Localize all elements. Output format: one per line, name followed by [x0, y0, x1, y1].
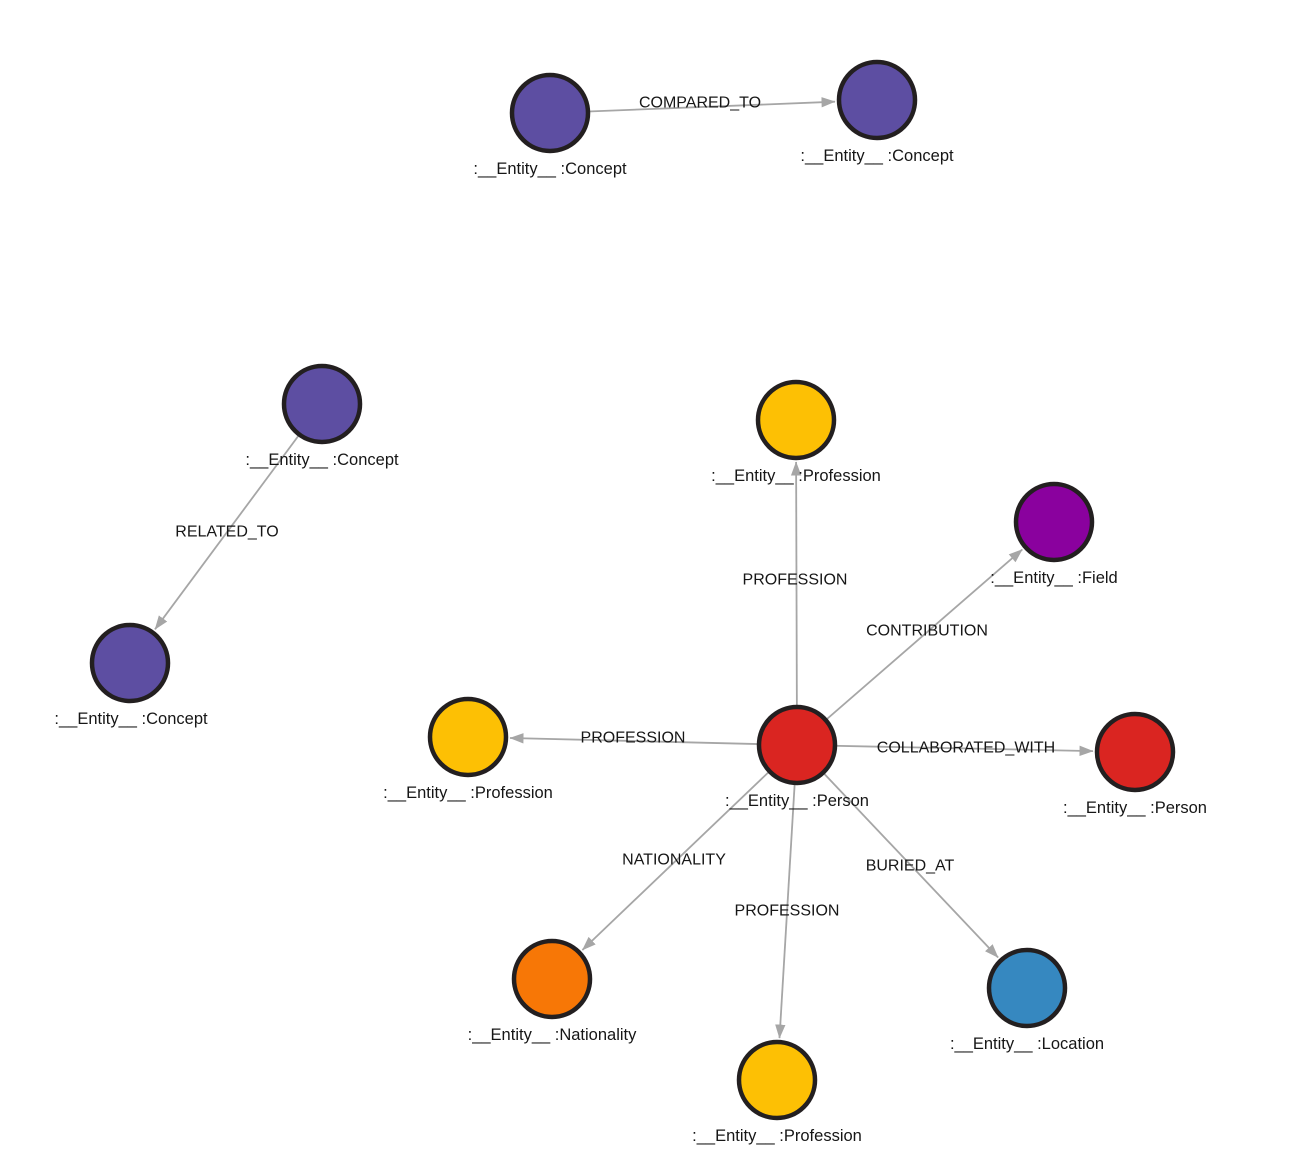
node-circle[interactable]: [1094, 711, 1176, 793]
relationship-type-label[interactable]: NATIONALITY: [622, 852, 726, 869]
node-concept-4[interactable]: :__Entity__ :Concept: [54, 622, 208, 728]
node-caption: :__Entity__ :Profession: [711, 467, 881, 485]
node-circle[interactable]: [1013, 481, 1095, 563]
node-person-main[interactable]: :__Entity__ :Person: [725, 704, 869, 810]
relationship-buried-at[interactable]: BURIED_AT: [796, 744, 999, 959]
node-circle[interactable]: [427, 696, 509, 778]
node-circle[interactable]: [836, 59, 918, 141]
node-caption: :__Entity__ :Person: [725, 792, 869, 810]
relationship-type-label[interactable]: COMPARED_TO: [639, 95, 761, 112]
relationship-contribution[interactable]: CONTRIBUTION: [796, 548, 1023, 746]
relationship-line[interactable]: [509, 733, 798, 746]
relationships-layer: COMPARED_TO RELATED_TO PROFESSION CONTRI…: [154, 95, 1094, 1039]
relationship-type-label[interactable]: PROFESSION: [735, 903, 840, 920]
relationship-line[interactable]: [549, 97, 836, 114]
node-location[interactable]: :__Entity__ :Location: [950, 947, 1104, 1053]
node-field[interactable]: :__Entity__ :Field: [990, 481, 1118, 587]
relationship-profession-top[interactable]: PROFESSION: [743, 461, 848, 746]
node-caption: :__Entity__ :Location: [950, 1035, 1104, 1053]
node-circle[interactable]: [511, 938, 593, 1020]
node-concept-3[interactable]: :__Entity__ :Concept: [245, 363, 399, 469]
relationship-nationality[interactable]: NATIONALITY: [581, 744, 798, 951]
node-caption: :__Entity__ :Person: [1063, 799, 1207, 817]
node-caption: :__Entity__ :Nationality: [468, 1026, 638, 1044]
relationship-collaborated-with[interactable]: COLLABORATED_WITH: [796, 740, 1094, 757]
relationship-profession-left[interactable]: PROFESSION: [509, 730, 798, 747]
relationship-line[interactable]: [796, 548, 1023, 746]
node-nationality[interactable]: :__Entity__ :Nationality: [468, 938, 638, 1044]
node-circle[interactable]: [986, 947, 1068, 1029]
node-caption: :__Entity__ :Profession: [383, 784, 553, 802]
node-circle[interactable]: [755, 379, 837, 461]
relationship-line[interactable]: [775, 744, 798, 1039]
node-circle[interactable]: [281, 363, 363, 445]
node-person-2[interactable]: :__Entity__ :Person: [1063, 711, 1207, 817]
relationship-type-label[interactable]: PROFESSION: [581, 730, 686, 747]
relationship-type-label[interactable]: RELATED_TO: [175, 524, 278, 541]
node-profession-top[interactable]: :__Entity__ :Profession: [711, 379, 881, 485]
relationship-profession-bottom[interactable]: PROFESSION: [735, 744, 840, 1039]
nodes-layer: :__Entity__ :Concept :__Entity__ :Concep…: [54, 59, 1207, 1145]
node-caption: :__Entity__ :Concept: [245, 451, 399, 469]
relationship-compared-to[interactable]: COMPARED_TO: [549, 95, 836, 114]
node-caption: :__Entity__ :Profession: [692, 1127, 862, 1145]
relationship-type-label[interactable]: CONTRIBUTION: [866, 623, 988, 640]
relationship-type-label[interactable]: BURIED_AT: [866, 858, 955, 875]
node-concept-2[interactable]: :__Entity__ :Concept: [800, 59, 954, 165]
node-caption: :__Entity__ :Concept: [473, 160, 627, 178]
node-caption: :__Entity__ :Concept: [54, 710, 208, 728]
node-profession-bottom[interactable]: :__Entity__ :Profession: [692, 1039, 862, 1145]
node-circle[interactable]: [736, 1039, 818, 1121]
node-circle[interactable]: [756, 704, 838, 786]
relationship-line[interactable]: [790, 461, 802, 746]
node-circle[interactable]: [509, 72, 591, 154]
node-profession-left[interactable]: :__Entity__ :Profession: [383, 696, 553, 802]
relationship-line[interactable]: [581, 744, 798, 951]
node-concept-1[interactable]: :__Entity__ :Concept: [473, 72, 627, 178]
node-circle[interactable]: [89, 622, 171, 704]
relationship-line[interactable]: [154, 403, 323, 630]
node-caption: :__Entity__ :Field: [990, 569, 1118, 587]
relationship-type-label[interactable]: PROFESSION: [743, 572, 848, 589]
relationship-related-to[interactable]: RELATED_TO: [154, 403, 323, 630]
relationship-type-label[interactable]: COLLABORATED_WITH: [877, 740, 1055, 757]
relationship-line[interactable]: [796, 744, 1094, 757]
node-caption: :__Entity__ :Concept: [800, 147, 954, 165]
relationship-line[interactable]: [796, 744, 999, 959]
